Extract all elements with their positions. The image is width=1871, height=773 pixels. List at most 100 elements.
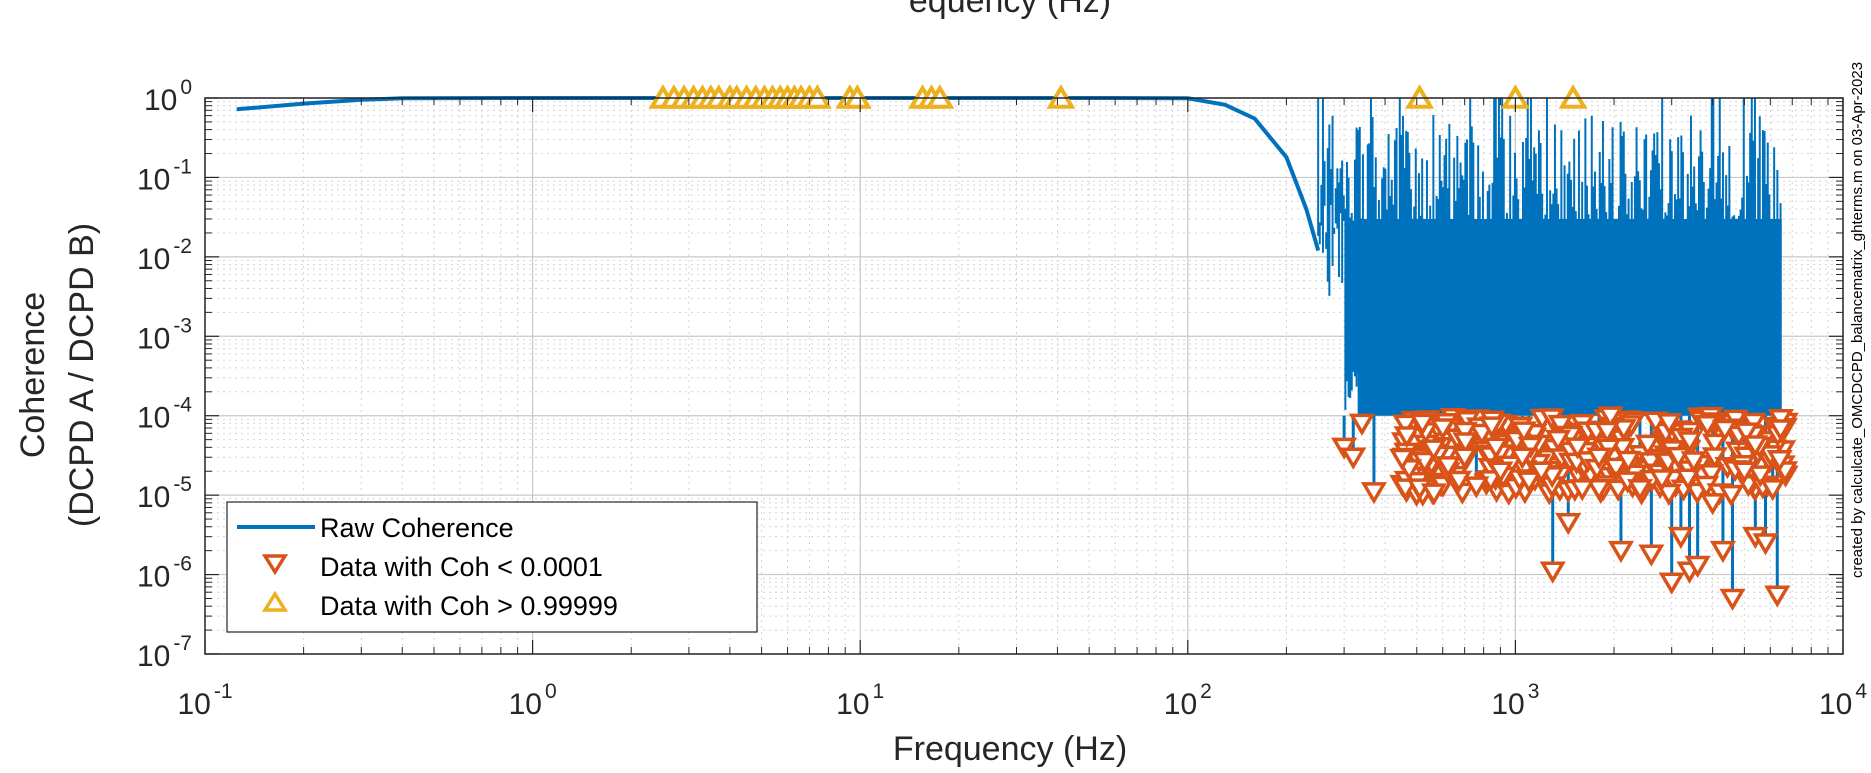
low-coh-marker [1698, 464, 1725, 487]
y-tick-label: 10 -2 [137, 235, 192, 276]
low-coh-marker [1709, 540, 1736, 564]
low-coh-marker [1684, 555, 1711, 578]
low-coh-marker [1435, 456, 1462, 479]
low-coh-marker [1515, 471, 1543, 494]
axis-ticks [204, 97, 1844, 655]
low-coh-marker [1667, 526, 1694, 550]
x-axis-label: Frequency (Hz) [893, 730, 1127, 768]
low-coh-marker [1528, 461, 1555, 484]
low-coh-marker [1569, 479, 1596, 502]
low-coh-marker [1694, 414, 1721, 438]
legend-up-swatch [261, 590, 289, 612]
x-tick-label: 10 4 [1819, 680, 1867, 721]
legend-entry-high: Data with Coh > 0.99999 [320, 591, 618, 621]
low-coh-marker [1348, 413, 1375, 436]
low-coh-marker [1463, 476, 1490, 499]
low-coh-marker [1719, 588, 1746, 611]
y-tick-label: 10 -6 [137, 553, 192, 594]
low-coh-marker [1420, 439, 1447, 462]
legend-entry-raw: Raw Coherence [320, 513, 514, 543]
low-coh-marker [1429, 418, 1456, 441]
low-coh-marker [1482, 437, 1509, 460]
low-coh-marker [1585, 478, 1613, 502]
low-coherence-markers [1331, 406, 1799, 611]
low-coh-marker [1509, 447, 1536, 470]
y-tick-label: 10 -7 [137, 632, 192, 673]
x-tick-label: 10 -1 [177, 680, 232, 721]
low-coh-marker [1451, 421, 1478, 444]
low-coh-marker [1389, 448, 1416, 471]
low-coh-marker [1767, 408, 1794, 432]
credit-text: created by calculcate_OMCDCPD_balancemat… [1849, 62, 1866, 578]
low-coh-marker [1733, 422, 1760, 445]
low-coh-marker [1585, 447, 1613, 470]
low-coh-marker [1634, 434, 1661, 457]
low-coh-marker [1655, 483, 1682, 506]
x-tick-label: 10 1 [836, 680, 884, 721]
low-coh-marker [1742, 435, 1769, 458]
x-tick-label: 10 0 [509, 680, 557, 721]
y-axis-label-line1: Coherence [14, 292, 52, 458]
low-coh-marker [1655, 413, 1683, 436]
low-coh-marker [1615, 450, 1642, 473]
low-coh-marker [1555, 512, 1582, 536]
low-coh-marker [1607, 540, 1635, 564]
low-coh-marker [1701, 433, 1729, 456]
y-tick-label: 10 -4 [137, 394, 192, 435]
low-coh-marker [1602, 457, 1630, 480]
legend-entry-low: Data with Coh < 0.0001 [320, 552, 603, 582]
legend-box [226, 501, 758, 633]
plot-area [204, 84, 1844, 655]
low-coh-marker [1539, 561, 1566, 584]
low-coh-marker [1597, 406, 1624, 429]
legend: Raw Coherence Data with Coh < 0.0001 Dat… [226, 501, 758, 633]
low-coh-marker [1545, 429, 1572, 453]
low-coh-marker [1637, 452, 1664, 475]
plot-border [204, 97, 1844, 655]
low-coh-marker [1764, 585, 1791, 608]
low-coh-marker [1767, 419, 1794, 442]
low-coh-marker [1766, 450, 1793, 473]
low-coh-marker [1610, 419, 1637, 442]
low-coh-marker [1420, 483, 1447, 506]
low-coh-marker [1680, 451, 1707, 474]
low-coh-marker [1638, 544, 1665, 567]
low-coh-marker [1648, 469, 1675, 492]
low-coh-marker [1392, 414, 1419, 437]
low-coh-marker [1547, 414, 1574, 438]
low-coh-marker [1752, 533, 1779, 556]
x-tick-labels: 10 -1 10 0 10 1 10 2 10 3 10 4 [177, 680, 1867, 721]
y-tick-label: 10 -1 [137, 155, 192, 196]
low-coh-marker [1409, 413, 1436, 436]
low-coh-marker [1487, 461, 1514, 484]
low-coh-marker [1340, 447, 1367, 470]
y-axis-label-line2: (DCPD A / DCPD B) [63, 223, 101, 527]
low-coh-marker [1747, 465, 1774, 488]
low-coh-marker [1699, 493, 1726, 516]
x-tick-label: 10 3 [1491, 680, 1539, 721]
low-coh-marker [1718, 484, 1745, 508]
low-coh-marker [1451, 447, 1478, 470]
y-tick-label: 10 0 [144, 76, 192, 117]
low-coh-marker [1711, 419, 1738, 442]
low-coh-marker [1478, 416, 1505, 439]
low-coh-marker [1564, 437, 1591, 460]
y-tick-label: 10 -5 [137, 473, 192, 514]
low-coh-marker [1759, 479, 1786, 502]
legend-down-swatch [261, 554, 289, 576]
low-coh-marker [1452, 432, 1479, 455]
y-tick-label: 10 -3 [137, 314, 192, 355]
low-coh-marker [1674, 468, 1702, 491]
low-coh-marker [1731, 461, 1758, 484]
raw-coherence-noise-band [1317, 98, 1782, 599]
low-coh-marker [1658, 572, 1685, 595]
low-coh-marker [1517, 436, 1544, 459]
low-coh-marker [1360, 482, 1387, 505]
low-coh-marker [1594, 421, 1621, 444]
x-tick-label: 10 2 [1164, 680, 1212, 721]
top-cut-label: equency (Hz) [909, 0, 1111, 20]
low-coh-marker [1510, 421, 1537, 444]
low-coh-marker [1626, 479, 1654, 502]
